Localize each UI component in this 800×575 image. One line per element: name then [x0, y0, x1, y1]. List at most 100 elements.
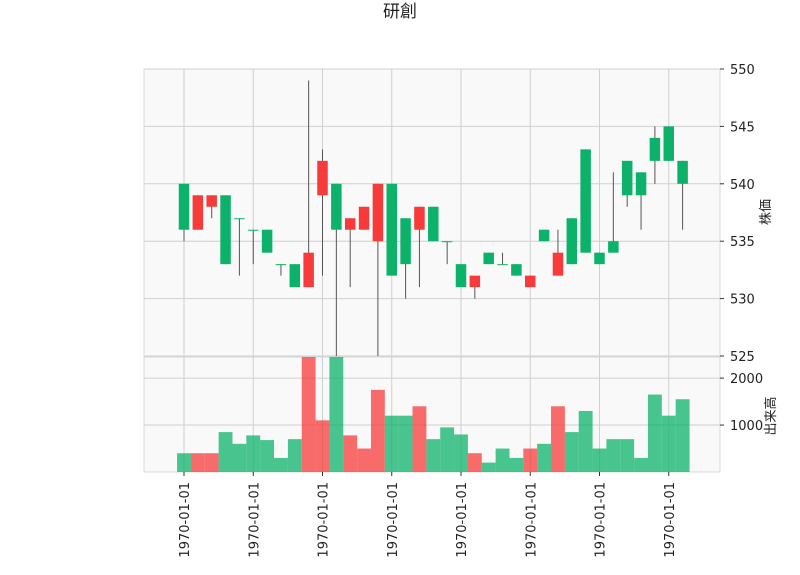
volume-bar [412, 406, 427, 472]
volume-bar [523, 448, 538, 472]
volume-bar [440, 427, 455, 472]
volume-bar [329, 357, 344, 472]
candle-body [192, 195, 204, 230]
price-tick-label: 545 [730, 120, 755, 135]
x-axis-ticks: 1970-01-01 1970-01-01 1970-01-01 1970-01-01… [178, 472, 678, 558]
candle-body [178, 183, 190, 230]
candle-body [594, 252, 605, 265]
volume-bar [301, 357, 316, 472]
volume-bar [578, 410, 593, 472]
candle-body [400, 218, 411, 265]
volume-bar [190, 453, 205, 472]
volume-bar [620, 439, 635, 472]
price-tick-label: 540 [730, 178, 755, 193]
candle-body [344, 218, 356, 230]
candle-body [206, 195, 217, 207]
candle-body [469, 275, 481, 288]
volume-bar [495, 448, 510, 472]
volume-bar [204, 453, 219, 472]
candle-body [248, 229, 259, 231]
volume-bar [398, 415, 413, 472]
volume-marks [177, 357, 690, 472]
x-tick-label: 1970-01-01 [386, 482, 401, 558]
price-axis-ticks: 525 530 535 540 545 550 [720, 63, 755, 365]
candle-body [289, 264, 301, 288]
volume-bar [343, 435, 358, 472]
volume-bar [647, 394, 662, 472]
volume-axis-ticks: 1000 2000 [720, 372, 763, 434]
candle-body [428, 206, 439, 242]
candle-body [552, 252, 564, 276]
volume-bar [218, 432, 233, 472]
candle-body [234, 218, 245, 220]
candle-body [538, 229, 550, 242]
volume-bar [260, 440, 275, 472]
x-tick-label: 1970-01-01 [663, 482, 678, 558]
volume-bar [274, 457, 288, 472]
volume-bar [606, 439, 621, 472]
volume-bar [357, 448, 371, 472]
x-tick-label: 1970-01-01 [317, 482, 332, 558]
volume-bar [246, 435, 261, 472]
candle-body [497, 264, 508, 266]
volume-bar [634, 457, 648, 472]
candle-body [275, 264, 287, 266]
volume-bar [551, 406, 565, 472]
price-tick-label: 525 [730, 350, 755, 365]
volume-bar [177, 453, 191, 472]
price-panel: 525 530 535 540 545 550 株価 [143, 63, 774, 365]
volume-bar [537, 443, 552, 472]
volume-bar [315, 420, 330, 472]
candle-body [261, 229, 273, 253]
volume-bar [232, 443, 247, 472]
candle-body [303, 252, 314, 288]
candle-body [635, 172, 647, 196]
candle-body [372, 183, 384, 242]
candle-body [621, 160, 633, 196]
candle-body [441, 241, 453, 243]
price-tick-label: 530 [730, 293, 755, 308]
candle-body [649, 137, 661, 161]
x-tick-label: 1970-01-01 [524, 482, 539, 558]
candle-body [677, 160, 688, 184]
candle-body [608, 241, 619, 253]
volume-bar [467, 453, 482, 472]
chart-title: 研創 [383, 2, 417, 22]
volume-bar [592, 448, 607, 472]
volume-bar [370, 389, 385, 472]
candle-body [511, 264, 522, 276]
volume-bar [454, 434, 468, 472]
volume-bar [481, 462, 496, 472]
candle-body [386, 183, 397, 276]
candle-body [663, 126, 674, 161]
candle-body [580, 149, 591, 253]
candle-body [220, 195, 231, 265]
price-tick-label: 550 [730, 63, 755, 78]
x-tick-label: 1970-01-01 [594, 482, 609, 558]
x-tick-label: 1970-01-01 [178, 482, 193, 558]
candle-body [414, 206, 425, 230]
volume-bar [564, 432, 579, 472]
volume-tick-label: 1000 [730, 419, 763, 434]
candle-body [331, 183, 342, 230]
price-tick-label: 535 [730, 235, 755, 250]
candle-body [566, 218, 578, 265]
x-tick-label: 1970-01-01 [455, 482, 470, 558]
candle-body [317, 160, 328, 196]
volume-bar [675, 399, 690, 472]
volume-bar [287, 439, 302, 472]
volume-bar [384, 415, 399, 472]
volume-bar [661, 415, 676, 472]
volume-grid [144, 357, 720, 472]
price-axis-label: 株価 [759, 199, 774, 225]
volume-panel: 1000 2000 出来高 [143, 356, 779, 473]
candle-body [455, 264, 467, 288]
candle-body [525, 275, 536, 288]
volume-axis-label: 出来高 [763, 396, 779, 435]
volume-bar [426, 439, 441, 472]
candle-body [483, 252, 494, 265]
price-marks [178, 80, 688, 356]
volume-tick-label: 2000 [730, 372, 763, 387]
x-tick-label: 1970-01-01 [247, 482, 262, 558]
